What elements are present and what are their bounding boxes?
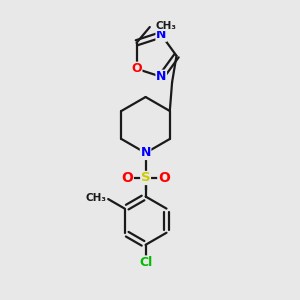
- Text: N: N: [156, 70, 166, 83]
- Text: O: O: [131, 62, 142, 75]
- Text: S: S: [141, 172, 150, 184]
- Text: O: O: [158, 171, 170, 185]
- Text: N: N: [140, 146, 151, 159]
- Text: CH₃: CH₃: [155, 20, 176, 31]
- Text: Cl: Cl: [139, 256, 152, 269]
- Text: CH₃: CH₃: [85, 193, 106, 202]
- Text: N: N: [156, 28, 166, 41]
- Text: O: O: [122, 171, 133, 185]
